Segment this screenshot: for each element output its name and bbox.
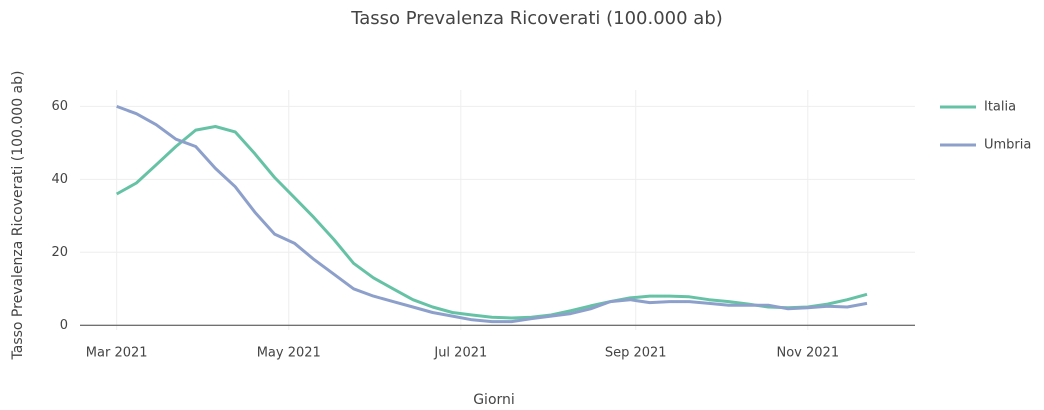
y-tick-label: 20 (51, 245, 68, 260)
legend-label: Umbria (984, 138, 1031, 153)
x-tick-label: Jul 2021 (433, 346, 487, 361)
line-series (115, 125, 868, 320)
y-tick-label: 60 (51, 99, 68, 114)
chart-title: Tasso Prevalenza Ricoverati (100.000 ab) (350, 8, 723, 29)
x-tick-label: Nov 2021 (777, 346, 840, 361)
x-tick-label: Mar 2021 (86, 346, 148, 361)
y-axis-title: Tasso Prevalenza Ricoverati (100.000 ab) (10, 71, 26, 361)
x-tick-label: May 2021 (257, 346, 321, 361)
line-series (116, 104, 868, 324)
y-tick-label: 40 (51, 172, 68, 187)
x-axis-title: Giorni (473, 392, 515, 408)
legend-label: Italia (984, 100, 1016, 115)
x-tick-label: Sep 2021 (605, 346, 667, 361)
y-tick-label: 0 (60, 318, 68, 333)
